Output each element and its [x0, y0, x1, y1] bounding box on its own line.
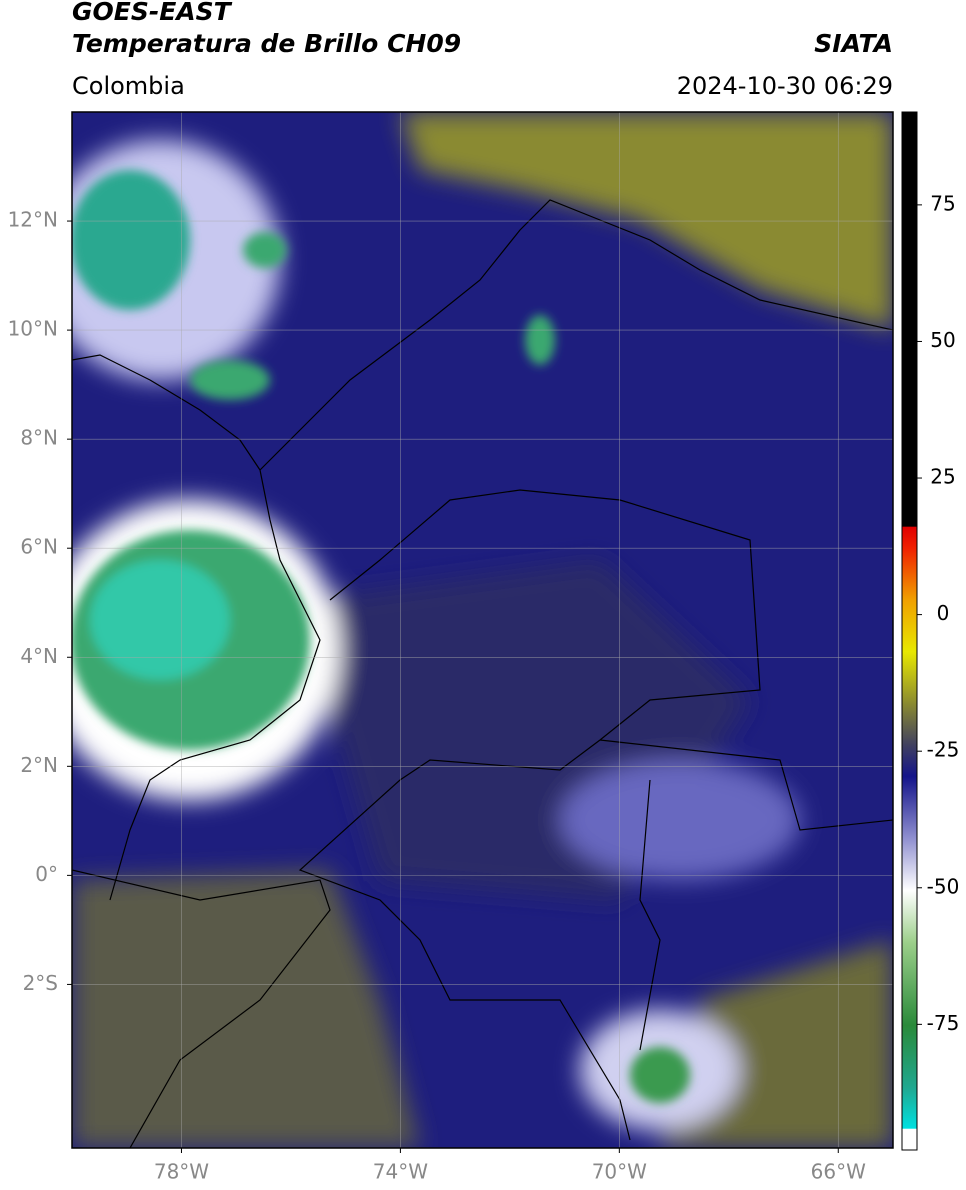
colorbar-tick-label: 0 [937, 601, 950, 625]
lat-tick-label: 8°N [20, 426, 58, 450]
colorbar [901, 111, 918, 1151]
colorbar-tick-label: 75 [930, 191, 955, 215]
colorbar-tick-label: 50 [930, 328, 955, 352]
lat-tick-label: 4°N [20, 644, 58, 668]
lat-tick-label: 10°N [8, 317, 58, 341]
lat-tick-label: 0° [35, 862, 58, 886]
satellite-image [72, 112, 893, 1148]
title: GOES-EAST [72, 0, 233, 26]
colorbar-tick-label: -50 [927, 874, 960, 898]
lon-tick-label: 66°W [811, 1160, 866, 1184]
lon-tick-label: 74°W [373, 1160, 428, 1184]
colorbar-tick-label: -75 [927, 1011, 960, 1035]
lon-tick-label: 78°W [154, 1160, 209, 1184]
colorbar-tick-label: -25 [927, 738, 960, 762]
grid [67, 112, 893, 1153]
datetime: 2024-10-30 06:29 [677, 72, 893, 100]
subtitle: Temperatura de Brillo CH09 [72, 29, 461, 58]
lat-tick-label: 12°N [8, 208, 58, 232]
region: Colombia [72, 72, 185, 100]
map-frame [71, 111, 894, 1149]
colorbar-tick-label: 25 [930, 465, 955, 489]
lat-tick-label: 6°N [20, 535, 58, 559]
lat-tick-label: 2°N [20, 753, 58, 777]
source: SIATA [814, 29, 893, 58]
lat-tick-label: 2°S [23, 971, 58, 995]
lon-tick-label: 70°W [592, 1160, 647, 1184]
